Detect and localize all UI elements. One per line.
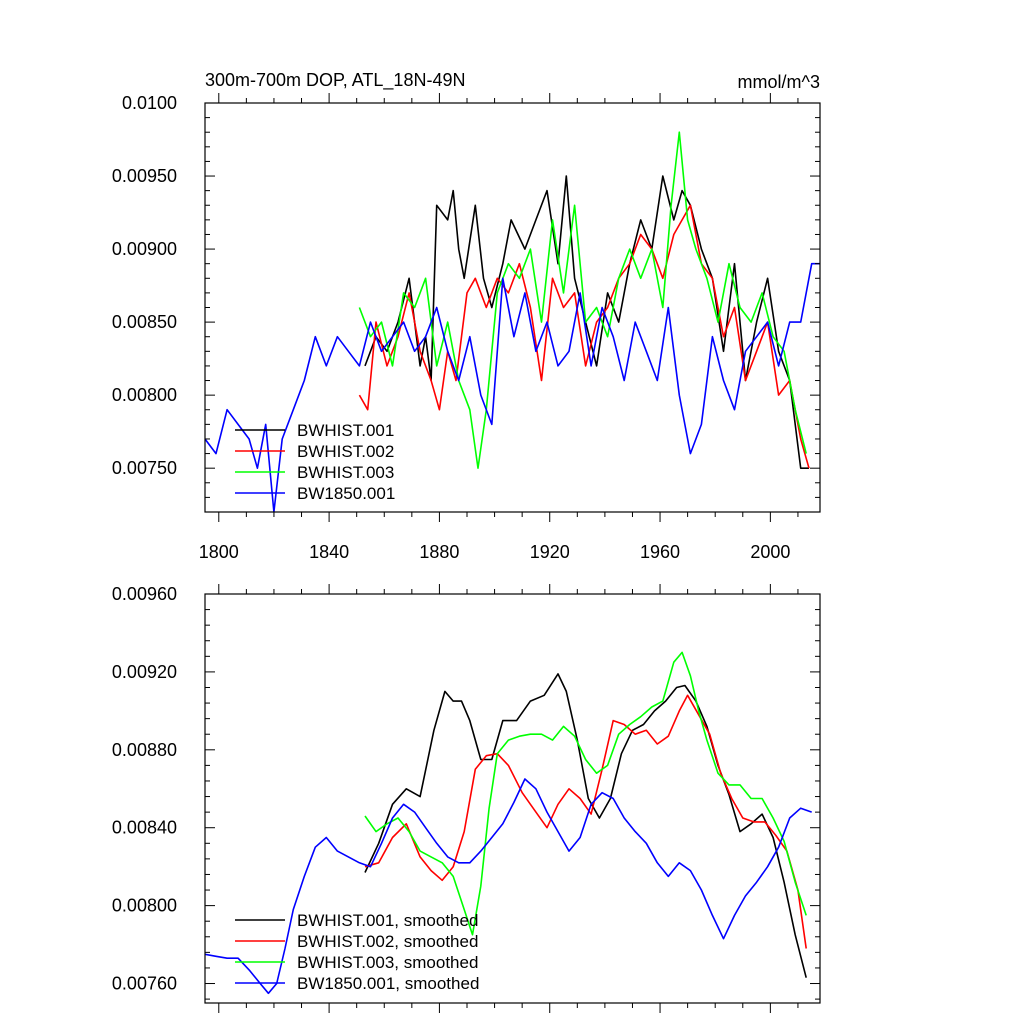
units-label: mmol/m^3: [738, 72, 820, 92]
y-tick-label: 0.00750: [112, 458, 177, 478]
y-tick-label: 0.00900: [112, 239, 177, 259]
series-line-1: [364, 175, 809, 470]
x-tick-label: 1920: [530, 542, 570, 562]
legend-label-4: BW1850.001, smoothed: [297, 974, 479, 993]
x-tick-label: 1880: [419, 542, 459, 562]
legend-label-4: BW1850.001: [297, 484, 395, 503]
legend-label-1: BWHIST.001: [297, 421, 394, 440]
series-line-4: [205, 262, 820, 512]
series-line-1: [364, 673, 807, 978]
y-tick-label: 0.00950: [112, 166, 177, 186]
legend-label-3: BWHIST.003: [297, 463, 394, 482]
chart-panel-1: 1800 1840 1880 1920 1960 2000 0.00750 0.00800 0.…: [112, 70, 821, 562]
legend-label-2: BWHIST.002, smoothed: [297, 932, 478, 951]
y-tick-label: 0.00800: [112, 896, 177, 916]
y-tick-label: 0.00960: [112, 584, 177, 604]
chart-title: 300m-700m DOP, ATL_18N-49N: [205, 70, 465, 91]
x-tick-label: 1960: [640, 542, 680, 562]
x-tick-label: 1840: [309, 542, 349, 562]
series-line-3: [358, 131, 807, 470]
legend: BWHIST.001 BWHIST.002 BWHIST.003 BW1850.001: [235, 421, 395, 503]
y-tick-label: 0.00850: [112, 312, 177, 332]
x-tick-label: 1800: [199, 542, 239, 562]
legend-label-3: BWHIST.003, smoothed: [297, 953, 478, 972]
x-tick-label: 2000: [750, 542, 790, 562]
series-line-3: [364, 651, 807, 936]
y-tick-label: 0.00840: [112, 818, 177, 838]
series-line-2: [358, 204, 810, 469]
series-line-4: [205, 778, 812, 995]
plot-frame: [204, 593, 821, 1004]
y-tick-label: 0.00760: [112, 974, 177, 994]
series-group: [205, 131, 820, 512]
series-line-2: [364, 694, 807, 949]
y-tick-label: 0.0100: [122, 93, 177, 113]
y-tick-label: 0.00880: [112, 740, 177, 760]
legend-label-1: BWHIST.001, smoothed: [297, 911, 478, 930]
y-tick-label: 0.00920: [112, 662, 177, 682]
y-tick-label: 0.00800: [112, 385, 177, 405]
legend: BWHIST.001, smoothed BWHIST.002, smoothed…: [235, 911, 479, 993]
series-group: [205, 651, 812, 995]
chart-panel-2: 0.00760 0.00800 0.00840 0.00880 0.00920 0.009…: [112, 584, 821, 1013]
legend-label-2: BWHIST.002: [297, 442, 394, 461]
